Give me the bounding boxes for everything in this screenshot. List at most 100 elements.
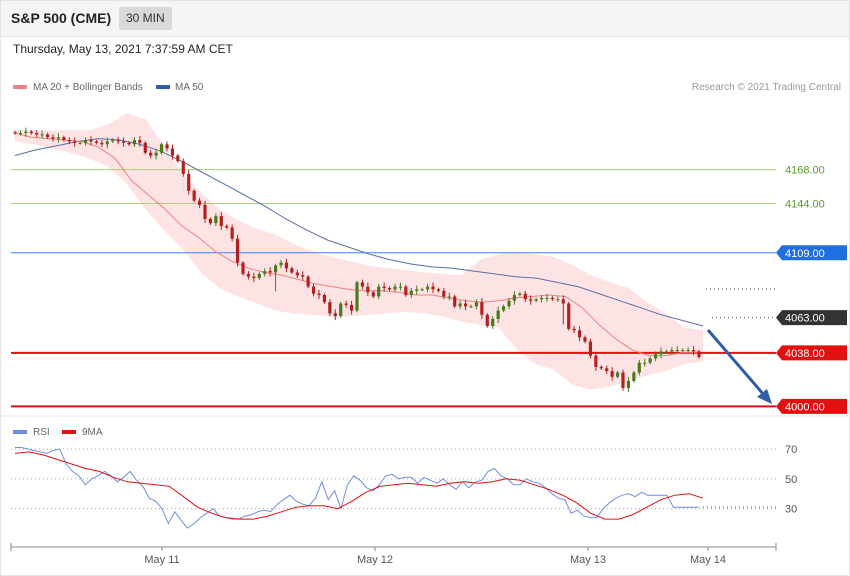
candle-body [18,133,23,134]
candle-body [355,282,359,311]
candle-body [653,354,658,359]
candle-body [404,286,408,296]
candle-body [664,351,669,353]
candle-body [295,272,299,276]
level-tag-support_1 [776,345,847,361]
candle-body [67,140,71,142]
candle-body [203,204,207,219]
candle-body [78,142,82,144]
copyright-text: Research © 2021 Trading Central [692,82,841,93]
candle-body [83,140,88,143]
candle-body [458,303,462,307]
candle-body [501,306,506,311]
candle-body [599,366,603,369]
ma20-legend-label: MA 20 + Bollinger Bands [33,82,143,93]
candle-body [219,216,223,226]
candle-body [507,300,511,307]
candle-body [268,271,272,273]
level-tag-support_2 [776,398,847,414]
candle-body [393,286,397,290]
time-tick-label: May 12 [357,554,393,566]
time-tick-label: May 11 [144,554,179,566]
candle-body [436,289,441,291]
candle-body [273,265,278,273]
candle-body [425,286,430,290]
candle-body [306,276,310,287]
candle-body [192,190,196,201]
candle-body [225,226,229,228]
rsi-tick-label: 30 [785,504,797,516]
candle-body [62,137,66,141]
candle-body [73,141,77,143]
forecast-arrow-head [757,389,772,404]
candle-body [512,295,517,301]
candle-body [159,144,164,153]
candle-body [176,155,180,162]
candle-body [263,271,267,274]
candle-body [132,140,137,145]
candle-body [187,173,191,191]
candle-body [518,293,522,296]
candle-body [322,295,327,303]
candle-body [197,200,202,205]
candle-body [453,296,457,307]
candle-body [659,351,663,355]
candle-body [610,371,614,377]
candle-body [550,297,555,300]
candle-body [615,372,620,377]
candle-body [121,141,126,143]
candle-body [279,262,283,266]
instrument-title: S&P 500 (CME) [11,10,112,26]
candle-body [588,341,593,356]
candle-body [349,304,354,311]
bollinger-fill [15,113,703,390]
candle-body [284,262,289,269]
candle-body [235,238,240,263]
candle-body [567,303,571,329]
candle-body [382,286,386,288]
candle-body [89,140,93,142]
candle-body [29,131,33,133]
candle-body [387,288,392,290]
time-axis: May 11 May 12 May 13 May 14 [10,543,777,566]
candle-body [127,142,131,145]
rsi-panel: 30 50 70 [11,444,797,529]
level-tag-pivot [776,245,847,261]
candle-body [181,161,185,174]
timeframe-badge[interactable]: 30 MIN [119,7,172,30]
candle-body [241,262,245,274]
forecast-arrow [706,329,772,404]
level-label-resistance_2: 4168.00 [785,165,825,177]
candle-body [621,372,625,389]
candle-body [56,137,61,139]
candle-body [333,313,337,317]
chart-header: S&P 500 (CME) 30 MIN [0,0,850,37]
candle-body [561,299,565,304]
candle-body [360,282,365,287]
candle-body [138,140,142,143]
candle-body [317,293,321,296]
candle-body [170,148,175,156]
candle-body [675,350,679,351]
candle-body [686,350,690,351]
candle-body [415,289,419,291]
candle-body [670,350,674,352]
candle-body [480,302,484,315]
candle-body [469,306,473,308]
candle-body [208,218,213,224]
candle-body [94,141,99,143]
candle-body [246,273,251,277]
candle-body [594,355,598,367]
chart-datetime: Thursday, May 13, 2021 7:37:59 AM CET [13,42,233,56]
candle-body [116,140,120,142]
candle-body [165,144,169,149]
candle-body [583,337,587,342]
candle-body [214,216,218,224]
ma50-legend-label: MA 50 [175,82,204,93]
candle-body [605,368,609,372]
candle-body [529,299,533,301]
candle-body [257,273,261,279]
candle-body [344,303,348,305]
candle-body [105,141,109,145]
